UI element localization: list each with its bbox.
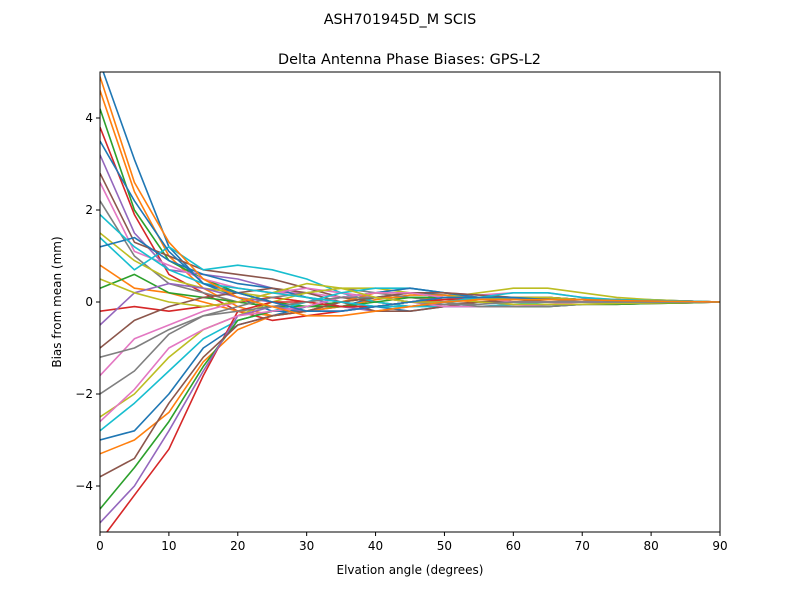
x-axis: 0 10 20 30 40 50 60 70 80 90 bbox=[96, 532, 728, 553]
series-line-22 bbox=[100, 291, 720, 455]
x-tick-label: 40 bbox=[368, 539, 383, 553]
x-tick-label: 10 bbox=[161, 539, 176, 553]
y-tick-label: 2 bbox=[85, 203, 93, 217]
series-line-8 bbox=[100, 200, 720, 308]
y-tick-label: −2 bbox=[75, 387, 93, 401]
y-tick-label: −4 bbox=[75, 479, 93, 493]
series-layer bbox=[100, 72, 720, 532]
series-line-32 bbox=[100, 76, 720, 317]
x-tick-label: 50 bbox=[437, 539, 452, 553]
chart-title: Delta Antenna Phase Biases: GPS-L2 bbox=[278, 52, 541, 68]
x-axis-label: Elvation angle (degrees) bbox=[337, 563, 484, 577]
x-tick-label: 20 bbox=[230, 539, 245, 553]
series-line-7 bbox=[100, 182, 720, 303]
x-tick-label: 90 bbox=[712, 539, 727, 553]
y-axis-label: Bias from mean (mm) bbox=[50, 236, 64, 367]
series-line-4 bbox=[100, 126, 720, 322]
series-line-20 bbox=[100, 287, 720, 432]
x-tick-label: 70 bbox=[575, 539, 590, 553]
x-tick-label: 60 bbox=[506, 539, 521, 553]
x-tick-label: 0 bbox=[96, 539, 104, 553]
x-tick-label: 80 bbox=[643, 539, 658, 553]
y-tick-label: 4 bbox=[85, 111, 93, 125]
series-line-2 bbox=[100, 90, 720, 317]
series-line-3 bbox=[100, 108, 720, 308]
series-line-23 bbox=[100, 296, 720, 510]
chart-suptitle: ASH701945D_M SCIS bbox=[324, 12, 477, 28]
series-line-24 bbox=[105, 296, 720, 532]
series-line-27 bbox=[100, 291, 720, 423]
y-axis: −4 −2 0 2 4 bbox=[75, 111, 100, 493]
series-line-25 bbox=[100, 296, 720, 524]
y-tick-label: 0 bbox=[85, 295, 93, 309]
x-tick-label: 30 bbox=[299, 539, 314, 553]
